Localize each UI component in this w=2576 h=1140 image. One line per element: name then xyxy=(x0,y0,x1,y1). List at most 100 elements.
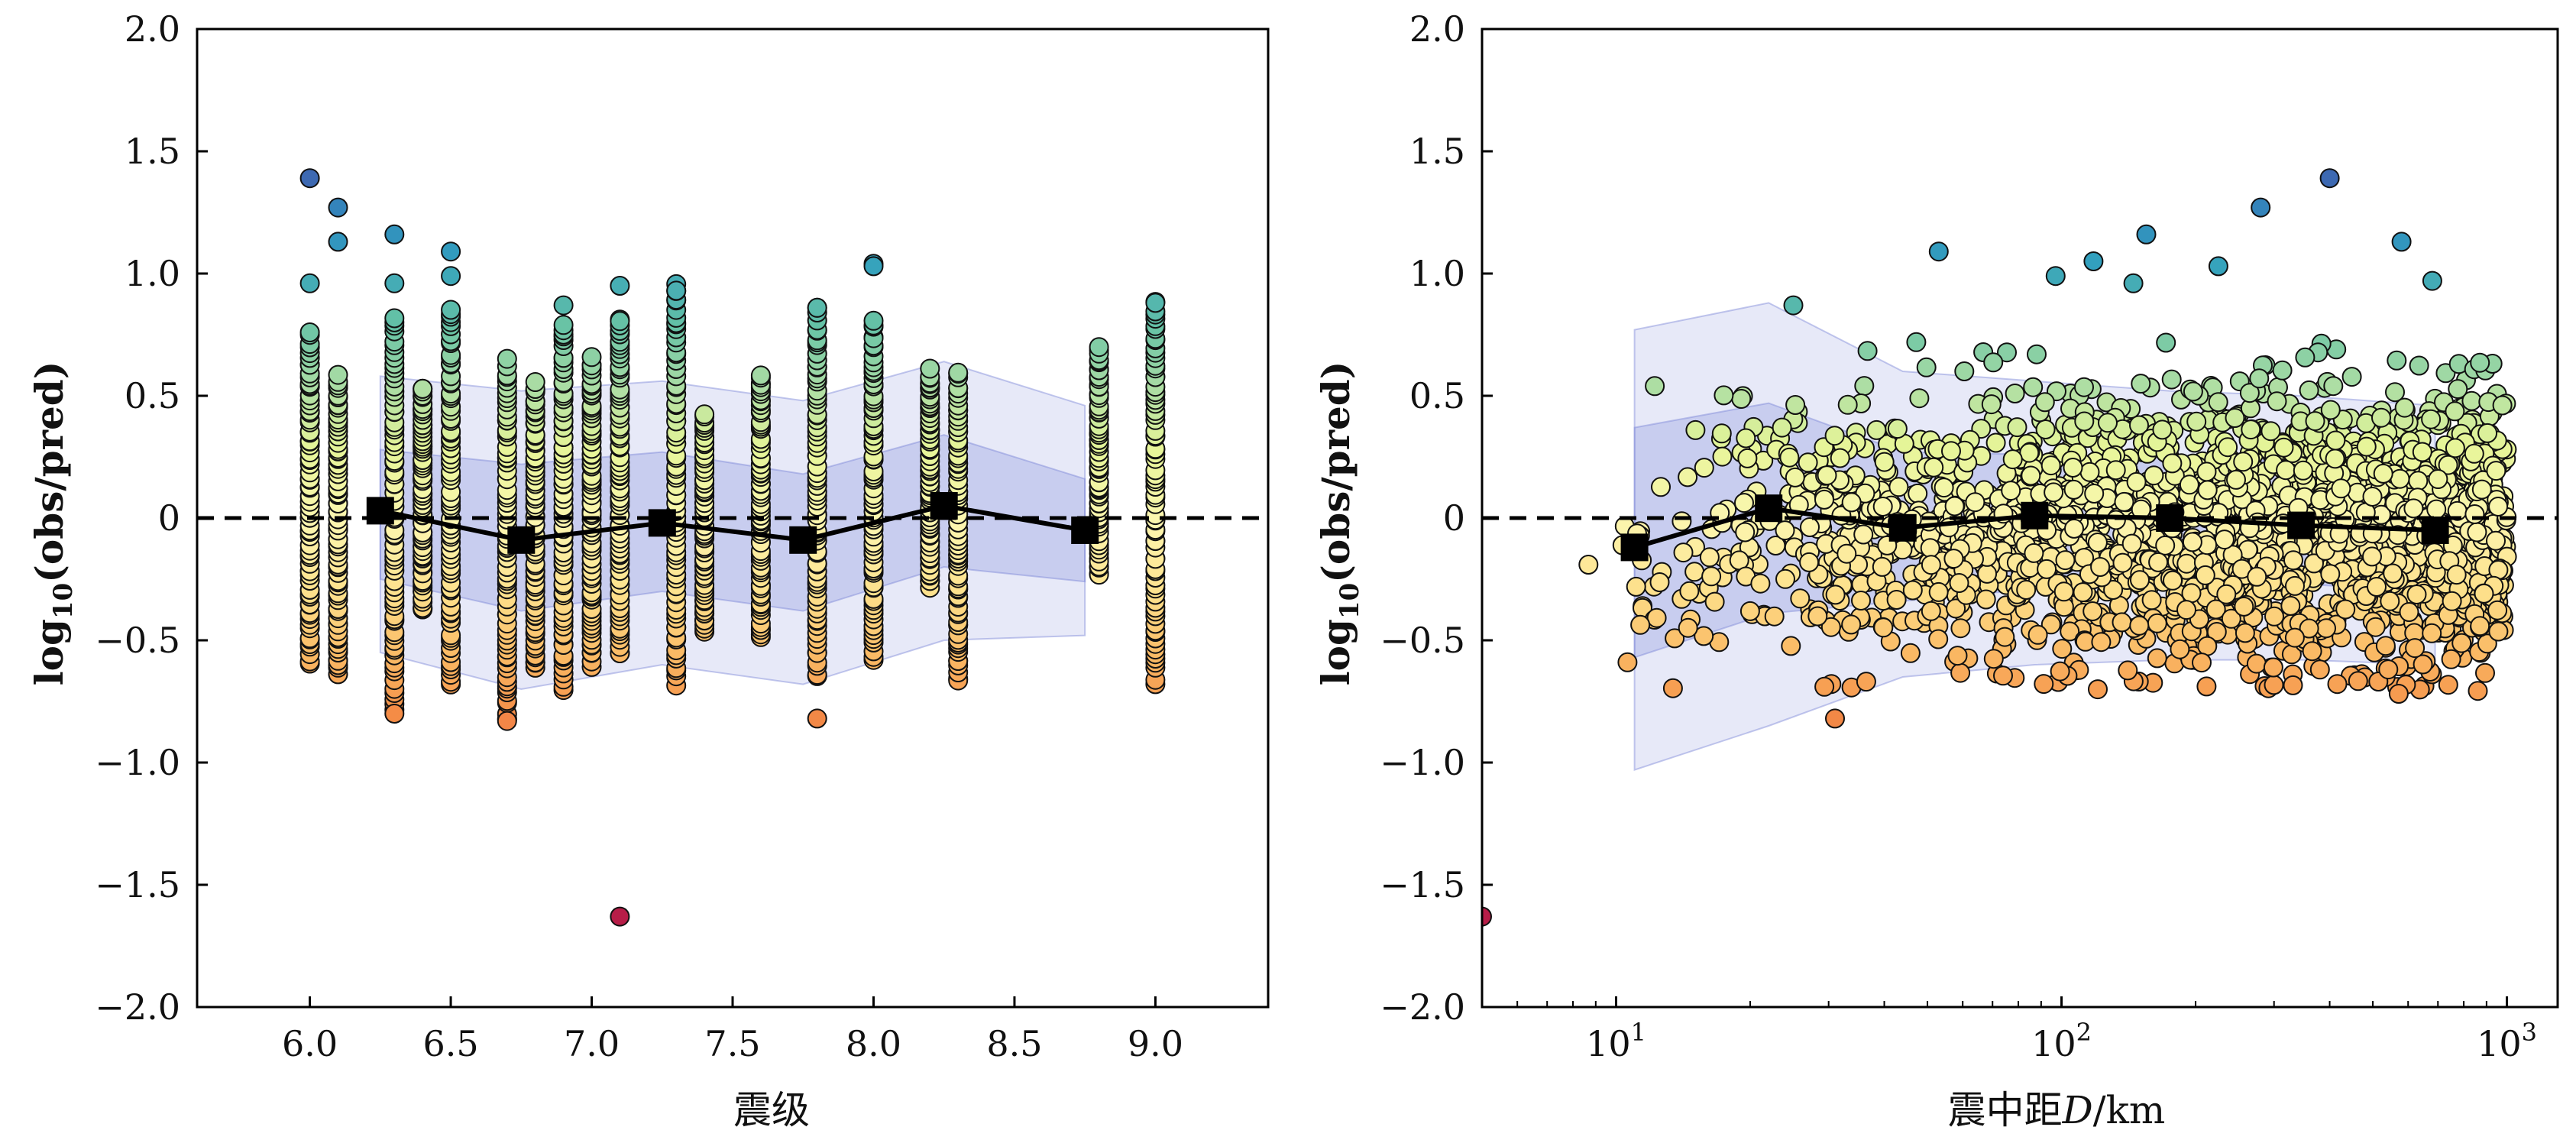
data-point xyxy=(2241,419,2261,440)
data-point xyxy=(1820,617,1841,637)
axis-labels: 震级 log10(obs/pred) xyxy=(27,361,810,1132)
data-point xyxy=(1887,419,1908,439)
bin-means xyxy=(1620,494,2449,562)
data-point xyxy=(2091,632,2112,653)
data-point xyxy=(1944,496,1965,517)
data-point xyxy=(2052,639,2073,659)
mean-marker xyxy=(2156,504,2184,532)
data-point xyxy=(1775,568,1795,589)
data-point xyxy=(2446,565,2467,585)
y-tick-label: 2.0 xyxy=(1409,8,1465,50)
data-point xyxy=(2073,582,2093,603)
data-point xyxy=(2181,583,2202,604)
data-point xyxy=(1646,607,1667,628)
data-point xyxy=(328,197,348,218)
data-point xyxy=(2060,621,2080,642)
mean-marker xyxy=(1620,533,1649,562)
mean-marker xyxy=(1071,517,1099,544)
data-point xyxy=(2118,660,2138,681)
data-point xyxy=(2024,542,2044,563)
x-axis-label: 震级 xyxy=(733,1088,810,1132)
data-point xyxy=(2208,256,2228,277)
data-point xyxy=(2088,679,2108,700)
data-point xyxy=(2260,421,2281,442)
data-point xyxy=(2147,613,2167,633)
data-point xyxy=(2371,407,2391,428)
data-point xyxy=(299,168,320,189)
data-point xyxy=(2098,413,2118,433)
data-point xyxy=(610,311,630,332)
data-point xyxy=(1798,452,1818,473)
data-point xyxy=(2074,377,2094,397)
data-point xyxy=(2486,530,2506,551)
data-point xyxy=(2239,383,2260,403)
data-point xyxy=(2467,522,2487,542)
data-point xyxy=(2216,584,2237,604)
data-point xyxy=(1985,432,2006,453)
mean-marker xyxy=(1888,513,1917,542)
data-point xyxy=(2103,580,2124,600)
data-point xyxy=(2007,417,2027,438)
data-point xyxy=(2156,332,2176,353)
data-point xyxy=(2064,518,2084,539)
data-point xyxy=(2090,557,2111,577)
data-point xyxy=(1731,389,1752,409)
scatter-points xyxy=(1482,168,2517,927)
data-point xyxy=(1924,457,1944,478)
data-point xyxy=(1785,395,1806,415)
data-point xyxy=(2206,622,2227,642)
mean-marker xyxy=(2421,517,2449,544)
data-point xyxy=(2335,599,2356,620)
x-axis-label-prefix: 震中距 xyxy=(1948,1088,2063,1132)
data-point xyxy=(1872,497,1893,517)
data-point xyxy=(2380,591,2400,611)
data-point xyxy=(863,310,884,331)
data-point xyxy=(2477,633,2497,654)
data-point xyxy=(1684,562,1705,582)
data-point xyxy=(2464,443,2484,464)
data-point xyxy=(1928,629,1949,649)
x-tick-label: 102 xyxy=(2031,1018,2092,1064)
data-point xyxy=(2299,380,2319,400)
scatter-points xyxy=(299,168,1166,927)
x-tick-label: 8.0 xyxy=(846,1023,901,1064)
data-point xyxy=(2162,453,2183,474)
data-point xyxy=(2299,618,2319,639)
data-point xyxy=(1651,477,1671,497)
x-tick-label: 6.0 xyxy=(282,1023,338,1064)
data-point xyxy=(2074,411,2095,432)
y-tick-label: 2.0 xyxy=(125,8,180,50)
data-point xyxy=(807,297,827,318)
data-point xyxy=(2421,409,2442,429)
data-point xyxy=(2362,546,2382,567)
data-point xyxy=(1739,601,1760,621)
data-point xyxy=(1830,448,1850,468)
data-point xyxy=(2263,657,2283,678)
data-point xyxy=(1694,458,1714,478)
data-point xyxy=(948,362,969,383)
data-point xyxy=(2249,368,2270,389)
data-point xyxy=(2192,653,2212,673)
data-point xyxy=(2214,530,2235,550)
data-point xyxy=(1783,295,1804,316)
data-point xyxy=(441,300,461,320)
data-point xyxy=(2309,659,2330,680)
data-point xyxy=(2413,654,2433,675)
y-tick-label: 1.5 xyxy=(125,131,180,172)
data-point xyxy=(1662,678,1683,698)
data-point xyxy=(2136,224,2157,245)
data-point xyxy=(2295,347,2315,368)
data-point xyxy=(1854,376,1875,397)
y-tick-label: −1.0 xyxy=(1380,742,1465,783)
data-point xyxy=(1814,676,1835,697)
y-axis-label-sub: 10 xyxy=(1335,583,1365,619)
data-point xyxy=(328,364,348,385)
data-point xyxy=(2045,266,2066,287)
data-point xyxy=(1814,489,1834,510)
data-point xyxy=(1807,606,1828,627)
data-point xyxy=(1482,906,1492,927)
data-point xyxy=(1779,447,1800,468)
data-point xyxy=(1701,566,1722,587)
data-point xyxy=(1785,467,1805,487)
data-point xyxy=(1678,467,1698,487)
